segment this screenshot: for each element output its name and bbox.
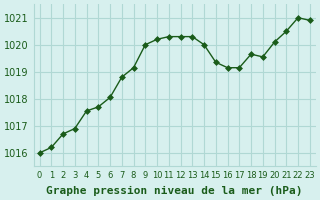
X-axis label: Graphe pression niveau de la mer (hPa): Graphe pression niveau de la mer (hPa) xyxy=(46,186,303,196)
